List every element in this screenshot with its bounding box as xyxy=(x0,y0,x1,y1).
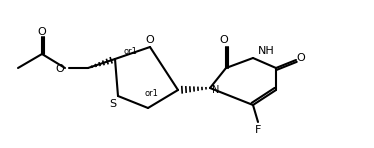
Text: or1: or1 xyxy=(123,46,137,56)
Text: S: S xyxy=(110,99,117,109)
Text: O: O xyxy=(56,64,64,74)
Text: F: F xyxy=(255,125,261,135)
Text: O: O xyxy=(145,35,154,45)
Text: O: O xyxy=(297,53,306,63)
Text: N: N xyxy=(212,85,220,95)
Text: NH: NH xyxy=(258,46,275,56)
Text: or1: or1 xyxy=(144,90,158,99)
Text: O: O xyxy=(220,35,229,45)
Text: O: O xyxy=(38,27,46,37)
